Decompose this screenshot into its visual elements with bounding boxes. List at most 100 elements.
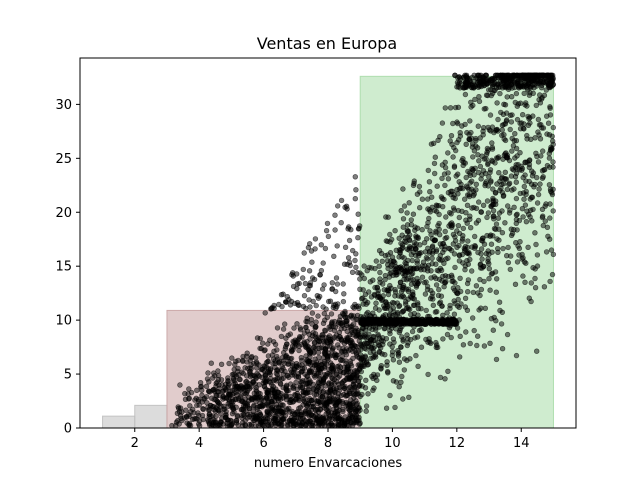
scatter-point (352, 174, 358, 180)
scatter-point (505, 244, 511, 251)
scatter-point (442, 235, 448, 242)
scatter-point (424, 236, 430, 242)
scatter-point (384, 301, 390, 307)
scatter-point (404, 357, 410, 364)
scatter-point (227, 388, 233, 395)
scatter-point (346, 259, 353, 265)
scatter-point (500, 111, 507, 118)
scatter-point (502, 220, 508, 226)
scatter-point (341, 291, 347, 297)
scatter-point (490, 208, 497, 214)
scatter-point (335, 203, 341, 209)
scatter-point (523, 178, 529, 184)
scatter-point (381, 326, 388, 332)
scatter-point (530, 206, 536, 213)
scatter-point (340, 281, 346, 287)
scatter-point (324, 314, 330, 320)
scatter-point (514, 153, 520, 159)
scatter-point (434, 183, 440, 189)
scatter-point (543, 74, 549, 81)
scatter-point (357, 286, 363, 292)
scatter-point (389, 352, 395, 358)
scatter-point (517, 100, 524, 106)
scatter-point (479, 153, 485, 159)
scatter-point (400, 224, 406, 230)
scatter-point (512, 131, 518, 137)
scatter-point (478, 286, 485, 293)
scatter-point (332, 212, 338, 218)
scatter-point (503, 176, 510, 182)
scatter-point (357, 341, 364, 347)
scatter-point (410, 182, 417, 189)
scatter-point (345, 364, 351, 370)
scatter-point (450, 241, 456, 247)
scatter-point (407, 306, 413, 312)
scatter-point (364, 341, 370, 347)
scatter-point (323, 406, 329, 412)
scatter-point (304, 418, 311, 425)
scatter-point (413, 352, 419, 359)
scatter-point (340, 298, 347, 305)
scatter-point (338, 357, 344, 364)
scatter-point (366, 316, 372, 323)
y-tick-label: 25 (55, 152, 72, 167)
scatter-point (406, 318, 412, 324)
scatter-point (311, 344, 317, 350)
scatter-point (460, 156, 466, 162)
scatter-point (546, 155, 553, 161)
scatter-point (317, 272, 323, 278)
scatter-point (290, 384, 296, 390)
scatter-point (457, 333, 463, 339)
scatter-point (479, 256, 485, 262)
scatter-point (419, 227, 425, 233)
scatter-point (509, 75, 515, 82)
scatter-point (427, 228, 433, 234)
scatter-point (433, 339, 439, 346)
scatter-point (416, 183, 423, 190)
scatter-point (429, 244, 436, 250)
scatter-point (333, 371, 340, 377)
scatter-point (453, 173, 459, 179)
scatter-point (385, 262, 391, 268)
scatter-point (549, 271, 556, 278)
scatter-point (346, 401, 353, 407)
scatter-point (463, 141, 469, 148)
scatter-point (543, 249, 550, 255)
scatter-point (477, 163, 484, 170)
scatter-point (469, 244, 475, 250)
scatter-point (358, 346, 364, 353)
scatter-point (191, 410, 197, 416)
scatter-point (462, 91, 469, 98)
scatter-point (265, 403, 271, 409)
scatter-point (274, 325, 281, 331)
scatter-point (507, 112, 514, 119)
scatter-point (454, 139, 460, 146)
scatter-point (496, 210, 503, 216)
scatter-point (404, 222, 411, 228)
scatter-point (465, 261, 471, 267)
scatter-point (404, 342, 410, 349)
scatter-point (291, 339, 297, 346)
scatter-point (451, 251, 458, 257)
scatter-point (240, 357, 246, 364)
scatter-point (226, 360, 232, 367)
scatter-point (396, 384, 402, 390)
scatter-point (520, 273, 526, 279)
scatter-point (342, 414, 348, 420)
scatter-point (307, 369, 314, 375)
scatter-point (183, 407, 189, 413)
scatter-point (322, 328, 329, 334)
scatter-point (427, 189, 433, 195)
region-bar (134, 404, 168, 429)
scatter-point (290, 347, 296, 353)
scatter-point (384, 238, 391, 245)
scatter-point (267, 423, 273, 429)
scatter-point (540, 174, 546, 180)
x-axis-label: numero Envarcaciones (254, 456, 403, 471)
scatter-point (505, 259, 512, 266)
scatter-point (445, 273, 451, 280)
scatter-point (232, 384, 238, 390)
scatter-point (478, 246, 485, 252)
scatter-point (459, 123, 465, 129)
scatter-point (491, 129, 497, 136)
